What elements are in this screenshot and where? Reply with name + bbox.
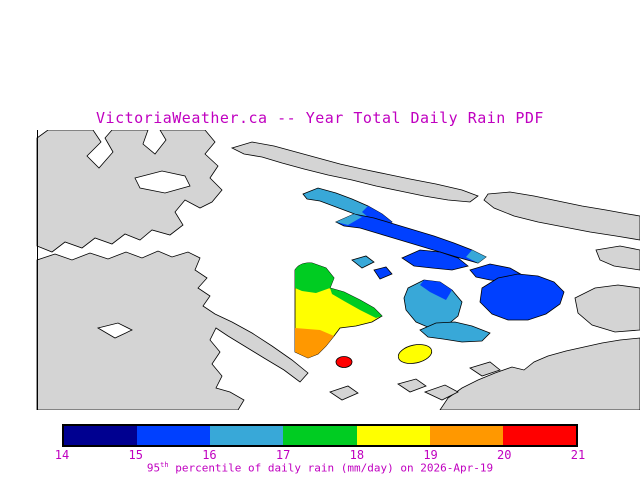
colorbar-tick-15: 15 xyxy=(128,448,143,462)
colorbar-tick-21: 21 xyxy=(570,448,586,462)
caption-value: 95 xyxy=(146,461,161,475)
rain-island-lower-elongated xyxy=(419,321,491,343)
rain-island-long-east-cyan-tip-west xyxy=(336,214,362,225)
rain-peninsula-orange-south xyxy=(295,328,334,358)
land-islet-a xyxy=(423,384,459,401)
land-bottom-right-mass xyxy=(439,337,640,410)
land-lower-left-mass xyxy=(36,250,309,410)
rain-island-oval-yellow xyxy=(397,344,433,364)
rain-map xyxy=(0,130,640,410)
colorbar-segment-16-17 xyxy=(210,426,284,445)
lake-lower-left xyxy=(96,322,133,339)
land-islet-d xyxy=(397,378,427,393)
colorbar-segment-14-15 xyxy=(64,426,138,445)
rain-island-big-east xyxy=(479,273,565,321)
caption-text: percentile of daily rain (mm/day) on 202… xyxy=(168,461,494,475)
land-islet-far-right xyxy=(595,245,640,271)
land-diagonal-strip-west xyxy=(230,141,479,203)
land-diagonal-strip-east xyxy=(483,191,640,241)
colorbar-tick-14: 14 xyxy=(54,448,70,462)
rain-island-mid-small xyxy=(401,249,469,271)
colorbar-tick-17: 17 xyxy=(275,448,291,462)
page-title: VictoriaWeather.ca -- Year Total Daily R… xyxy=(96,109,544,127)
colorbar-segment-19-20 xyxy=(429,426,503,445)
colorbar-tick-20: 20 xyxy=(497,448,512,462)
rain-peninsula-green-north xyxy=(295,262,334,293)
colorbar-ticks: 14 15 16 17 18 19 20 21 xyxy=(55,448,585,462)
rain-island-long-east-cyan-tip-east xyxy=(466,250,486,263)
land-upper-left-mass xyxy=(36,130,223,253)
colorbar xyxy=(62,424,578,447)
land-islet-c xyxy=(329,385,359,401)
caption-superscript: th xyxy=(160,461,169,469)
rain-hotspot-red xyxy=(335,356,353,368)
colorbar-tick-16: 16 xyxy=(202,448,217,462)
land-islet-b xyxy=(469,361,501,377)
colorbar-tick-19: 19 xyxy=(423,448,438,462)
land-right-middle-mass xyxy=(574,284,640,333)
rain-island-central-blue-part xyxy=(420,280,452,300)
rain-peninsula-green-lobe-fringe xyxy=(330,288,382,318)
colorbar-caption: 95th percentile of daily rain (mm/day) o… xyxy=(0,461,640,475)
colorbar-tick-18: 18 xyxy=(349,448,365,462)
colorbar-segment-15-16 xyxy=(137,426,211,445)
colorbar-segment-17-18 xyxy=(283,426,357,445)
colorbar-segment-20-21 xyxy=(502,426,576,445)
colorbar-segment-18-19 xyxy=(356,426,430,445)
rain-islet-small-1 xyxy=(351,255,375,269)
lake-upper-left xyxy=(134,170,191,194)
rain-islet-small-2 xyxy=(373,266,393,280)
